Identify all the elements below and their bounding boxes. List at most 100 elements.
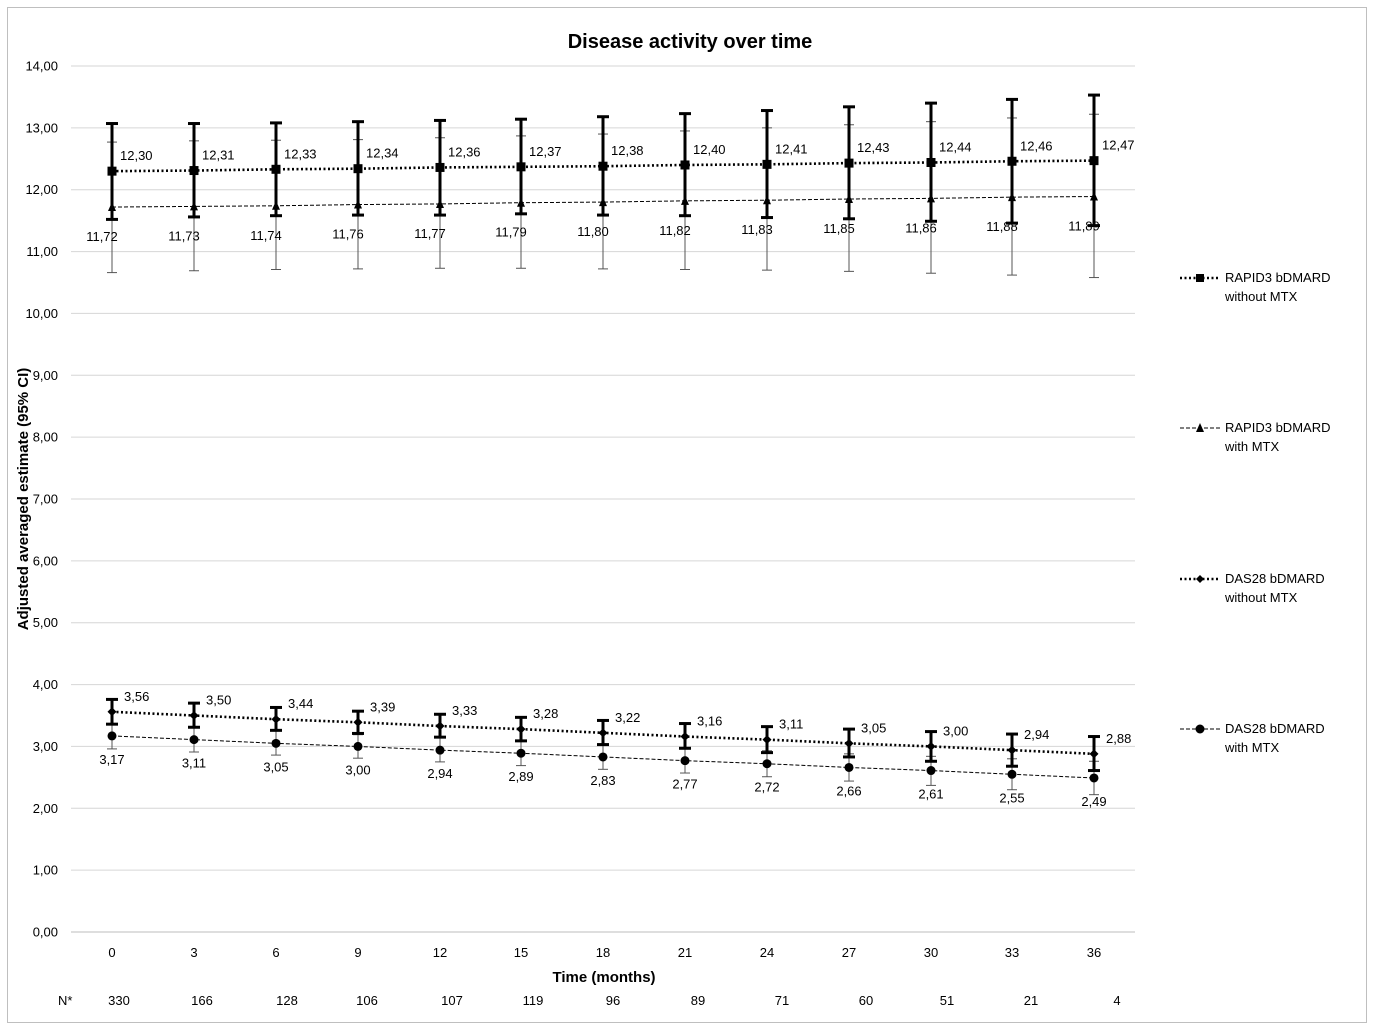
marker-circle xyxy=(926,766,936,776)
y-tick-label: 11,00 xyxy=(26,244,58,259)
marker-diamond xyxy=(926,741,936,751)
y-tick-label: 2,00 xyxy=(33,801,58,816)
marker-square xyxy=(598,161,608,171)
marker-diamond xyxy=(516,724,526,734)
data-label: 12,34 xyxy=(366,146,399,161)
marker-triangle xyxy=(1196,423,1204,432)
data-label: 11,85 xyxy=(823,221,855,236)
data-label: 2,94 xyxy=(1024,727,1049,742)
marker-circle xyxy=(598,752,608,762)
x-tick-label: 15 xyxy=(514,945,528,960)
chart-title: Disease activity over time xyxy=(568,31,813,53)
legend-label: with MTX xyxy=(1224,740,1280,755)
marker-square xyxy=(435,162,445,172)
y-axis-title: Adjusted averaged estimate (95% CI) xyxy=(15,368,32,631)
x-tick-label: 12 xyxy=(433,945,447,960)
series-group: 12,30 12,31 12,33 12,34 12,36 12,37 12,38 12,40… xyxy=(106,93,1135,228)
x-tick-label: 30 xyxy=(924,945,938,960)
data-label: 11,73 xyxy=(168,228,200,243)
x-tick-label: 21 xyxy=(678,945,692,960)
x-tick-label: 3 xyxy=(190,945,197,960)
n-value: 60 xyxy=(859,993,873,1008)
data-label: 3,28 xyxy=(533,706,558,721)
x-tick-label: 27 xyxy=(842,945,856,960)
y-tick-label: 9,00 xyxy=(33,368,58,383)
data-label: 2,83 xyxy=(590,773,615,788)
marker-circle xyxy=(353,741,363,751)
chart-frame xyxy=(7,7,1367,1023)
legend-item: DAS28 bDMARD without MTX xyxy=(1180,571,1325,605)
marker-diamond xyxy=(598,728,608,738)
marker-circle xyxy=(1089,773,1099,783)
data-label: 3,00 xyxy=(345,762,370,777)
data-label: 2,55 xyxy=(999,790,1024,805)
x-tick-label: 24 xyxy=(760,945,774,960)
y-tick-label: 7,00 xyxy=(33,492,58,507)
marker-circle xyxy=(516,748,526,758)
marker-diamond xyxy=(844,738,854,748)
n-value: 21 xyxy=(1024,993,1038,1008)
x-axis-ticks: 0 3 6 9 12 15 18 21 24 27 30 33 36 xyxy=(108,945,1101,960)
marker-diamond xyxy=(107,707,117,717)
data-label: 2,89 xyxy=(508,769,533,784)
data-label: 3,16 xyxy=(697,714,722,729)
data-label: 12,30 xyxy=(120,148,153,163)
n-value: 107 xyxy=(441,993,463,1008)
data-label: 3,44 xyxy=(288,696,313,711)
data-label: 11,86 xyxy=(905,220,937,235)
legend-label: with MTX xyxy=(1224,439,1280,454)
data-label: 2,88 xyxy=(1106,731,1131,746)
marker-circle xyxy=(271,738,281,748)
legend-label: DAS28 bDMARD xyxy=(1225,721,1325,736)
x-tick-label: 9 xyxy=(354,945,361,960)
data-label: 3,11 xyxy=(779,717,803,732)
marker-circle xyxy=(435,745,445,755)
data-label: 11,76 xyxy=(332,227,364,242)
marker-square xyxy=(1007,156,1017,166)
marker-diamond xyxy=(1089,749,1099,759)
data-label: 11,79 xyxy=(495,225,527,240)
n-value: 96 xyxy=(606,993,620,1008)
y-tick-label: 1,00 xyxy=(33,863,58,878)
legend-item: RAPID3 bDMARD without MTX xyxy=(1180,270,1330,304)
y-tick-label: 10,00 xyxy=(25,306,58,321)
data-label: 2,61 xyxy=(918,787,943,802)
data-label: 2,49 xyxy=(1081,794,1106,809)
marker-diamond xyxy=(680,732,690,742)
data-label: 3,05 xyxy=(861,720,886,735)
marker-square xyxy=(353,164,363,174)
marker-circle xyxy=(680,756,690,766)
y-tick-label: 6,00 xyxy=(33,553,58,568)
marker-circle xyxy=(1007,769,1017,779)
y-tick-label: 5,00 xyxy=(33,615,58,630)
data-label: 3,39 xyxy=(370,699,395,714)
data-label: 3,22 xyxy=(615,710,640,725)
data-label: 11,82 xyxy=(659,223,691,238)
series-group: 3,17 3,11 3,05 3,00 2,94 2,89 2,83 2,77 2,72 2,66… xyxy=(99,723,1107,809)
data-label: 11,89 xyxy=(1068,219,1100,234)
n-values-row: 330 166 128 106 107 119 96 89 71 60 51 21 4 xyxy=(108,993,1120,1008)
legend-label: without MTX xyxy=(1224,590,1298,605)
marker-diamond xyxy=(1007,745,1017,755)
data-label: 12,38 xyxy=(611,143,644,158)
n-value: 128 xyxy=(276,993,298,1008)
n-value: 330 xyxy=(108,993,130,1008)
legend-label: RAPID3 bDMARD xyxy=(1225,420,1330,435)
x-tick-label: 0 xyxy=(108,945,115,960)
marker-diamond xyxy=(1196,575,1204,583)
x-tick-label: 6 xyxy=(272,945,279,960)
y-tick-label: 13,00 xyxy=(25,120,58,135)
x-tick-label: 36 xyxy=(1087,945,1101,960)
x-tick-label: 18 xyxy=(596,945,610,960)
y-tick-label: 0,00 xyxy=(33,925,58,940)
legend-label: without MTX xyxy=(1224,289,1298,304)
marker-square xyxy=(189,166,199,176)
data-label: 11,83 xyxy=(741,222,773,237)
legend-item: DAS28 bDMARD with MTX xyxy=(1180,721,1325,755)
data-label: 11,74 xyxy=(250,228,282,243)
data-label: 3,11 xyxy=(182,756,206,771)
y-axis-ticks: 0,00 1,00 2,00 3,00 4,00 5,00 6,00 7,00 8,00 9,00… xyxy=(25,59,58,940)
marker-square xyxy=(844,158,854,168)
data-label: 12,33 xyxy=(284,146,317,161)
plot-area: 11,72 11,73 11,74 11,76 11,77 11,79 11,80 11,82… xyxy=(86,93,1135,809)
